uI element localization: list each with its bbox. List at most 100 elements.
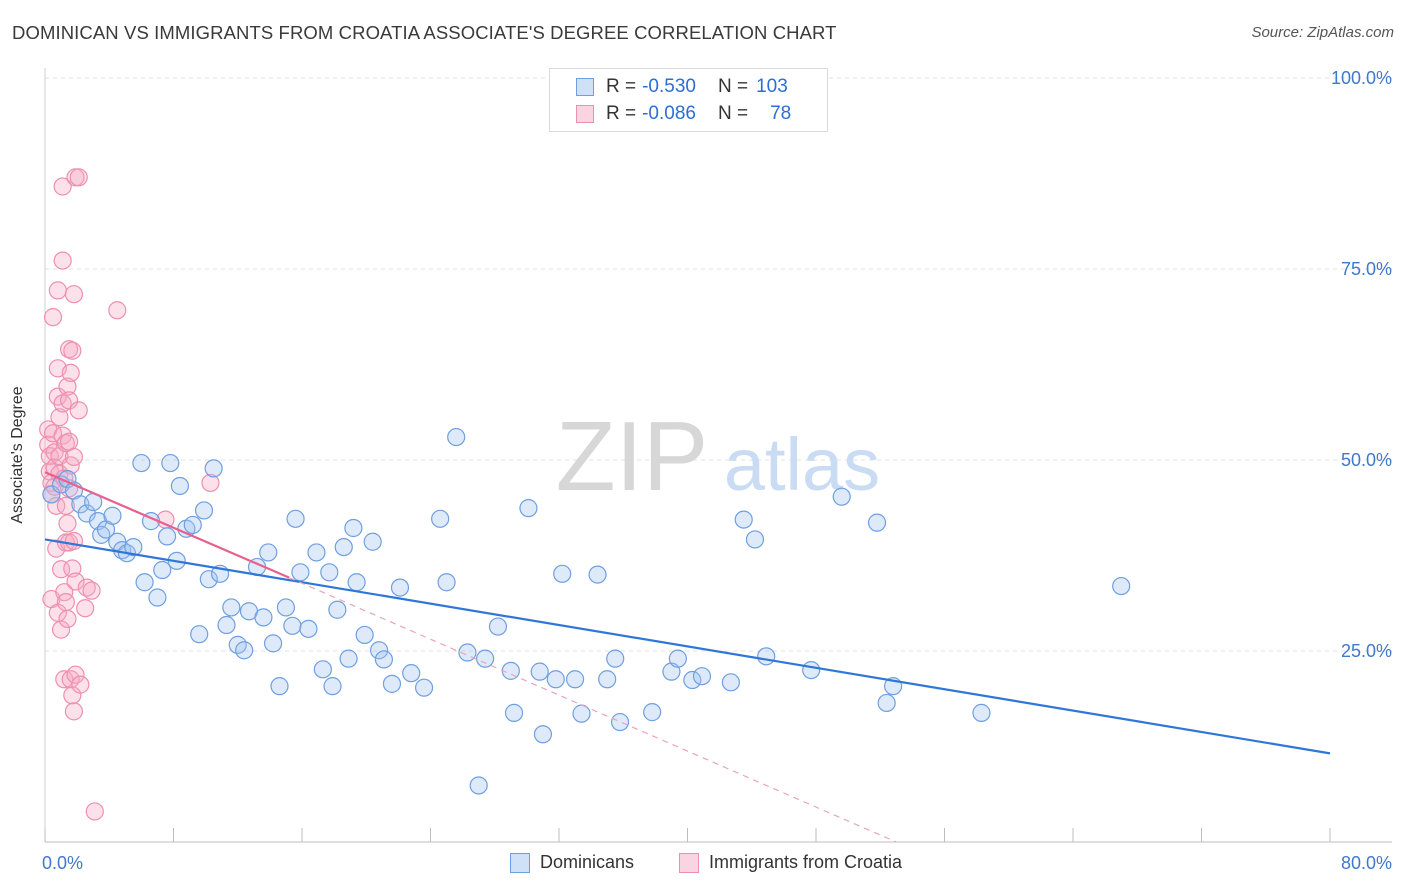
data-point-dominican <box>431 509 450 528</box>
n-label: N = <box>717 103 749 124</box>
watermark: ZIP atlas <box>556 401 880 511</box>
legend-row-dominicans: R = -0.530 N = 103 <box>576 75 788 99</box>
data-point-dominican <box>204 459 223 478</box>
pink-swatch-icon <box>679 852 699 873</box>
data-point-croatia <box>53 251 72 270</box>
data-point-croatia <box>50 408 69 427</box>
data-point-dominican <box>488 617 508 636</box>
trend-lines <box>44 471 1331 843</box>
data-point-dominican <box>307 543 326 562</box>
pink-series-points <box>39 168 220 821</box>
r-value: -0.530 <box>642 76 696 97</box>
data-point-dominican <box>533 725 553 744</box>
data-point-dominican <box>546 670 565 689</box>
legend-item-dominicans[interactable]: Dominicans <box>510 852 634 873</box>
data-point-dominican <box>270 677 289 696</box>
legend-item-croatia[interactable]: Immigrants from Croatia <box>679 852 902 873</box>
r-label: R = <box>606 103 637 124</box>
data-point-dominican <box>721 673 740 692</box>
data-point-dominican <box>313 660 332 679</box>
data-point-dominican <box>363 532 382 551</box>
data-point-dominican <box>867 513 887 532</box>
data-point-croatia <box>71 675 90 694</box>
data-point-dominican <box>194 501 214 520</box>
data-point-croatia <box>56 496 75 515</box>
data-point-dominican <box>217 615 236 635</box>
data-point-dominican <box>263 634 283 653</box>
data-point-croatia <box>76 599 95 618</box>
data-point-croatia <box>85 802 104 821</box>
axes <box>44 68 1392 843</box>
data-point-dominican <box>132 453 151 473</box>
data-point-dominican <box>588 565 607 584</box>
data-point-dominican <box>572 704 591 723</box>
data-point-dominican <box>745 530 765 549</box>
data-point-dominican <box>222 598 241 617</box>
data-point-dominican <box>734 510 753 529</box>
data-point-dominican <box>382 674 402 693</box>
data-point-croatia <box>48 281 67 300</box>
gridlines <box>45 77 1392 652</box>
data-point-croatia <box>61 363 80 383</box>
pink-swatch-icon <box>576 105 594 123</box>
data-point-dominican <box>124 537 143 557</box>
trend-line-dominicans <box>44 538 1331 755</box>
chart-title: DOMINICAN VS IMMIGRANTS FROM CROATIA ASS… <box>12 22 837 43</box>
series-legend: Dominicans Immigrants from Croatia <box>0 852 1406 878</box>
data-point-dominican <box>519 499 538 518</box>
data-point-dominican <box>832 487 851 506</box>
data-point-croatia <box>66 665 85 684</box>
data-point-dominican <box>877 693 896 713</box>
trend-line-croatia-extension <box>288 577 897 843</box>
data-point-dominican <box>447 427 466 447</box>
trend-line-croatia <box>44 471 290 579</box>
data-point-dominican <box>161 453 180 473</box>
data-point-croatia <box>64 447 84 467</box>
y-tick-label: 50.0% <box>1341 450 1392 470</box>
data-point-dominican <box>668 649 687 668</box>
data-point-dominican <box>344 518 363 538</box>
data-point-dominican <box>199 570 218 589</box>
data-point-dominican <box>286 509 305 528</box>
data-point-croatia <box>51 620 71 639</box>
data-point-dominican <box>606 649 625 668</box>
data-point-croatia <box>69 401 88 420</box>
y-tick-label: 75.0% <box>1341 259 1392 279</box>
data-point-dominican <box>103 506 122 525</box>
data-point-croatia <box>66 572 85 591</box>
legend-label: Dominicans <box>540 852 635 872</box>
data-point-dominican <box>42 485 61 504</box>
data-point-croatia <box>53 177 72 196</box>
data-point-dominican <box>598 670 617 689</box>
data-point-dominican <box>757 647 776 666</box>
data-point-dominican <box>235 641 254 660</box>
legend-label: Immigrants from Croatia <box>709 852 903 872</box>
data-point-dominican <box>610 712 630 732</box>
data-point-dominican <box>565 670 585 689</box>
data-point-dominican <box>323 677 342 696</box>
data-point-dominican <box>283 616 302 635</box>
data-point-dominican <box>802 660 821 680</box>
data-point-dominican <box>553 564 572 583</box>
data-point-croatia <box>58 377 77 396</box>
r-value: -0.086 <box>642 103 696 124</box>
n-value: 103 <box>756 76 788 97</box>
watermark-zip: ZIP <box>556 401 708 511</box>
data-point-dominican <box>299 619 318 638</box>
data-point-dominican <box>328 600 347 619</box>
data-point-dominican <box>259 543 278 562</box>
data-point-dominican <box>692 667 712 686</box>
data-point-croatia <box>56 593 75 612</box>
data-point-dominican <box>148 588 167 607</box>
data-point-dominican <box>643 703 662 722</box>
tick-labels: 25.0% 50.0% 75.0% 100.0% 0.0% 80.0% <box>42 68 1392 873</box>
x-tick-label: 0.0% <box>42 853 83 873</box>
data-point-croatia <box>59 432 79 451</box>
data-point-croatia <box>58 609 77 629</box>
data-point-croatia <box>63 341 82 360</box>
blue-swatch-icon <box>510 852 530 873</box>
x-tick-label: 80.0% <box>1341 853 1392 873</box>
data-point-dominican <box>291 563 310 582</box>
data-point-dominican <box>183 515 202 535</box>
blue-swatch-icon <box>576 78 594 96</box>
